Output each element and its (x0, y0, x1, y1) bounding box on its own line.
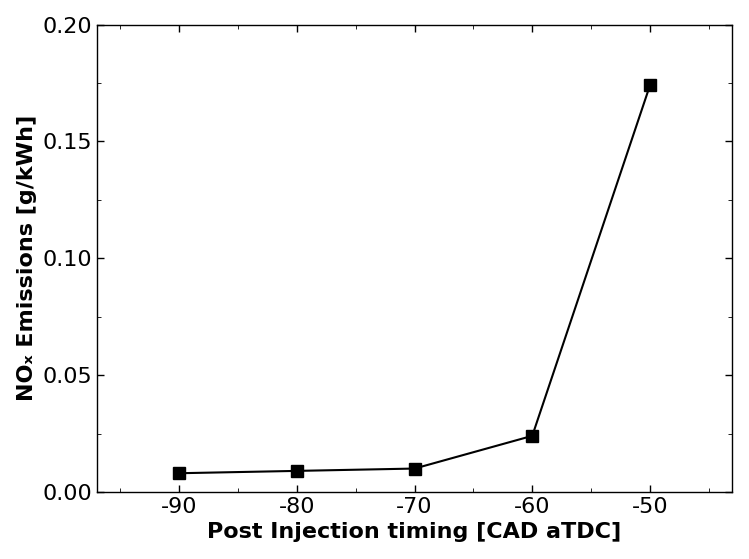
X-axis label: Post Injection timing [CAD aTDC]: Post Injection timing [CAD aTDC] (207, 522, 622, 542)
Y-axis label: NOₓ Emissions [g/kWh]: NOₓ Emissions [g/kWh] (16, 115, 37, 401)
